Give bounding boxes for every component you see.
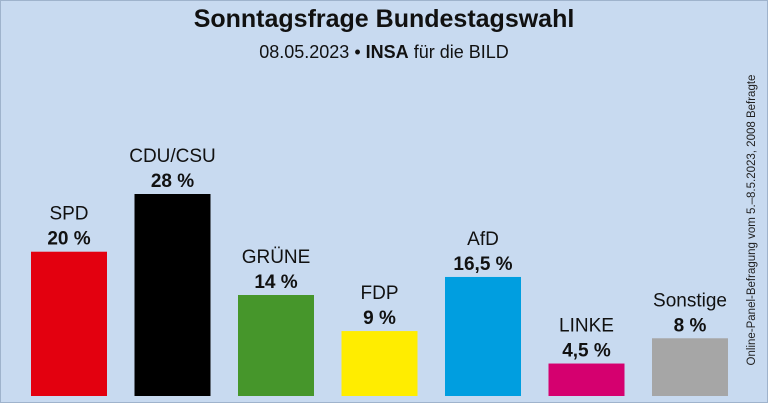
poll-date: 08.05.2023 (259, 42, 350, 62)
bar-gr-ne (238, 295, 314, 396)
category-label-spd: SPD (49, 204, 88, 225)
bullet-separator: • (354, 42, 361, 62)
value-label-gr-ne: 14 % (254, 272, 297, 293)
bar-sonstige (652, 338, 728, 396)
bar-spd (31, 251, 107, 396)
value-label-linke: 4,5 % (562, 341, 611, 362)
value-label-cdu-csu: 28 % (151, 171, 194, 192)
bar-afd (445, 276, 521, 396)
category-label-linke: LINKE (559, 316, 614, 337)
bar-linke (548, 363, 625, 396)
bar-fdp (341, 331, 418, 396)
category-label-fdp: FDP (361, 283, 399, 304)
chart-title: Sonntagsfrage Bundestagswahl (193, 5, 575, 33)
value-label-fdp: 9 % (363, 308, 396, 329)
category-label-gr-ne: GRÜNE (242, 247, 311, 268)
category-label-afd: AfD (467, 229, 499, 250)
category-label-cdu-csu: CDU/CSU (129, 146, 216, 167)
value-label-afd: 16,5 % (453, 254, 512, 275)
poll-client: für die BILD (413, 42, 509, 62)
category-label-sonstige: Sonstige (653, 290, 727, 311)
poll-institute: INSA (365, 42, 409, 62)
value-label-spd: 20 % (47, 229, 90, 250)
value-label-sonstige: 8 % (674, 315, 707, 336)
bar-cdu-csu (134, 194, 211, 396)
chart-subtitle: 08.05.2023 • INSA für die BILD (0, 42, 768, 63)
